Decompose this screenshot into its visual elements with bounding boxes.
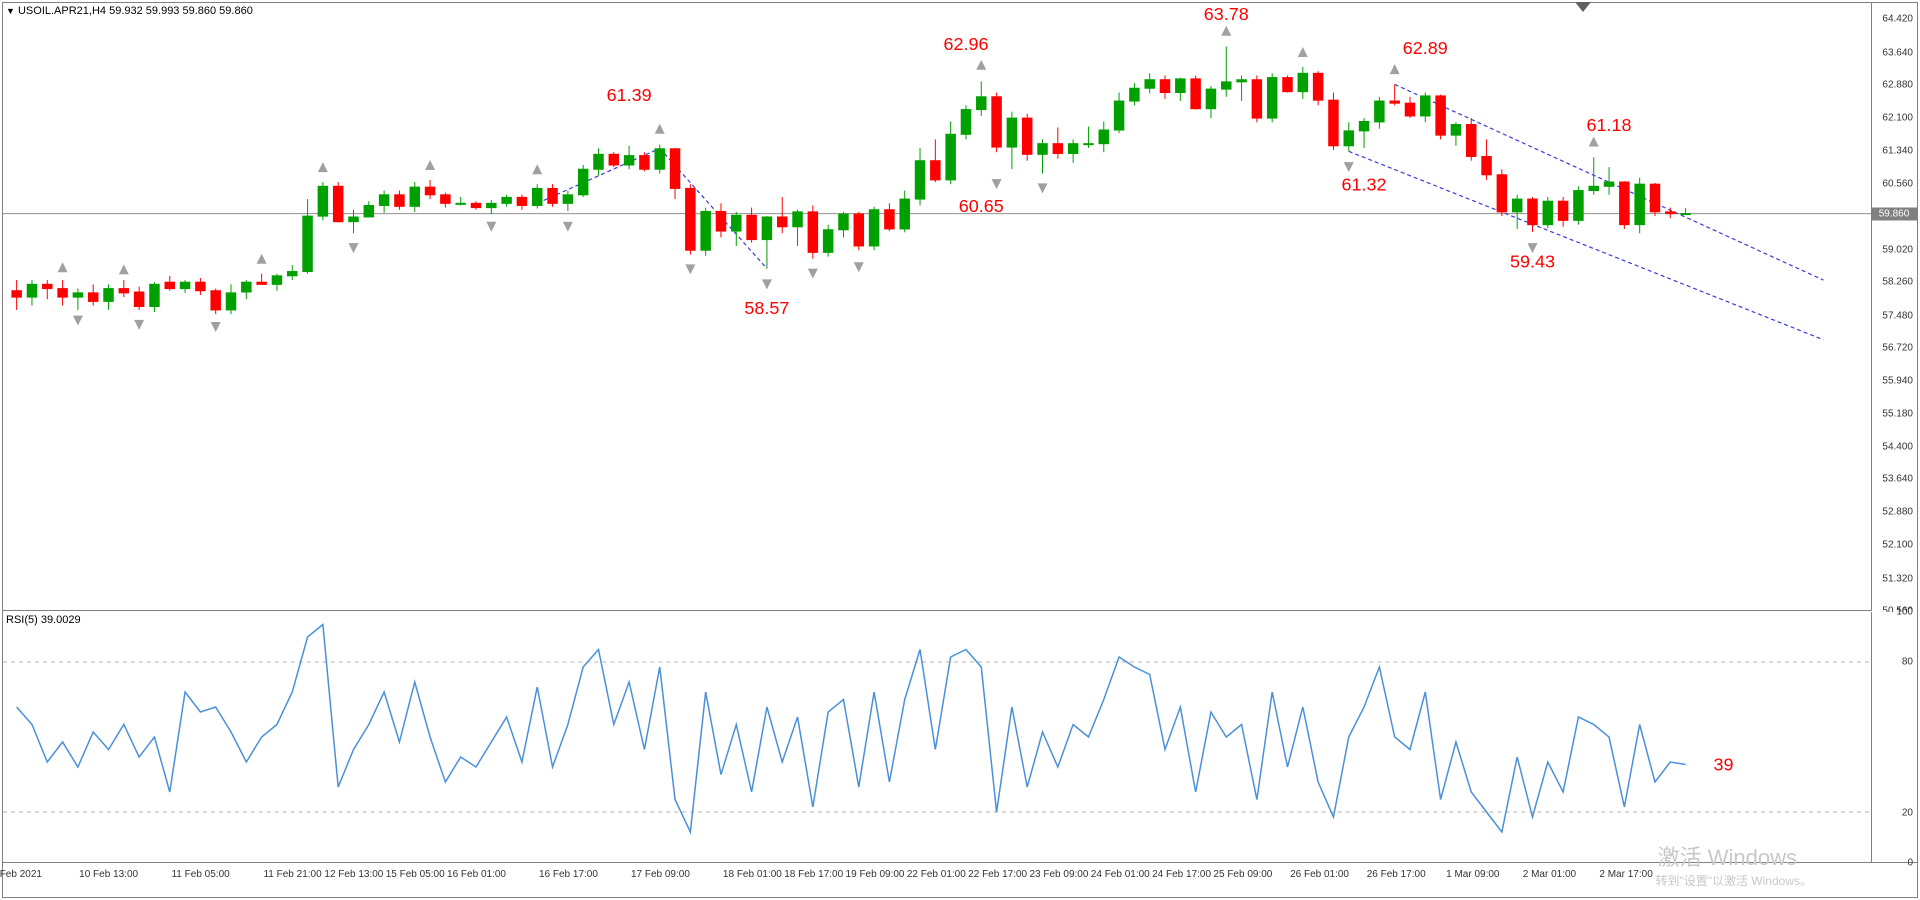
- svg-text:63.78: 63.78: [1204, 4, 1249, 24]
- windows-watermark: 激活 Windows: [1658, 840, 1797, 872]
- svg-text:58.57: 58.57: [744, 298, 789, 318]
- main-y-axis: 64.42063.64062.88062.10061.34060.56059.0…: [1871, 3, 1917, 611]
- main-chart-canvas: 61.39 58.57 62.96 60.65 63.78 61.32 62.89 59.43…: [3, 3, 1871, 610]
- svg-text:61.39: 61.39: [607, 85, 652, 105]
- rsi-y-axis: 02080100: [1871, 612, 1917, 863]
- svg-text:62.89: 62.89: [1403, 38, 1448, 58]
- svg-text:62.96: 62.96: [943, 34, 988, 54]
- time-x-axis: 9 Feb 202110 Feb 13:0011 Feb 05:0011 Feb…: [3, 865, 1871, 897]
- svg-text:61.18: 61.18: [1587, 115, 1632, 135]
- chart-container: ▼ USOIL.APR21,H4 59.932 59.993 59.860 59…: [2, 2, 1918, 898]
- main-price-chart[interactable]: ▼ USOIL.APR21,H4 59.932 59.993 59.860 59…: [3, 3, 1871, 611]
- rsi-chart-canvas: 39: [3, 612, 1871, 862]
- svg-text:59.43: 59.43: [1510, 251, 1555, 271]
- svg-text:61.32: 61.32: [1342, 175, 1387, 195]
- windows-watermark-sub: 转到"设置"以激活 Windows。: [1655, 872, 1812, 889]
- svg-text:60.65: 60.65: [959, 196, 1004, 216]
- rsi-indicator-chart[interactable]: RSI(5) 39.0029 39: [3, 612, 1871, 863]
- svg-text:39: 39: [1714, 754, 1734, 774]
